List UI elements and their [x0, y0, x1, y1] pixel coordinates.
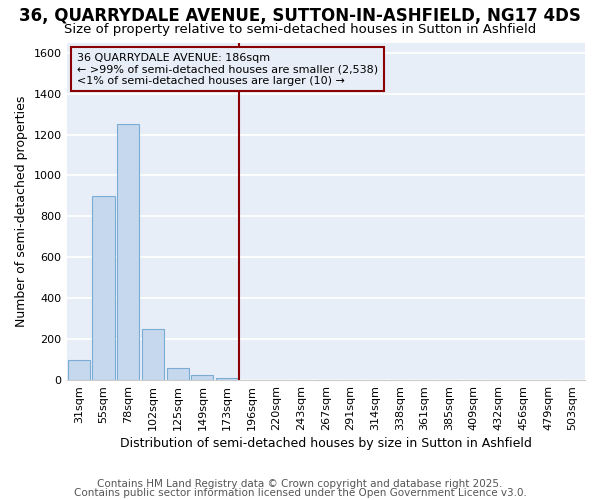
Bar — [68, 360, 90, 380]
Bar — [167, 368, 189, 380]
Bar — [92, 196, 115, 380]
Bar — [216, 378, 238, 380]
Text: 36, QUARRYDALE AVENUE, SUTTON-IN-ASHFIELD, NG17 4DS: 36, QUARRYDALE AVENUE, SUTTON-IN-ASHFIEL… — [19, 8, 581, 26]
Bar — [142, 329, 164, 380]
Y-axis label: Number of semi-detached properties: Number of semi-detached properties — [15, 96, 28, 327]
Text: Contains HM Land Registry data © Crown copyright and database right 2025.: Contains HM Land Registry data © Crown c… — [97, 479, 503, 489]
Text: Size of property relative to semi-detached houses in Sutton in Ashfield: Size of property relative to semi-detach… — [64, 22, 536, 36]
Text: Contains public sector information licensed under the Open Government Licence v3: Contains public sector information licen… — [74, 488, 526, 498]
Bar — [117, 124, 139, 380]
Text: 36 QUARRYDALE AVENUE: 186sqm
← >99% of semi-detached houses are smaller (2,538)
: 36 QUARRYDALE AVENUE: 186sqm ← >99% of s… — [77, 52, 378, 86]
X-axis label: Distribution of semi-detached houses by size in Sutton in Ashfield: Distribution of semi-detached houses by … — [120, 437, 532, 450]
Bar — [191, 375, 214, 380]
